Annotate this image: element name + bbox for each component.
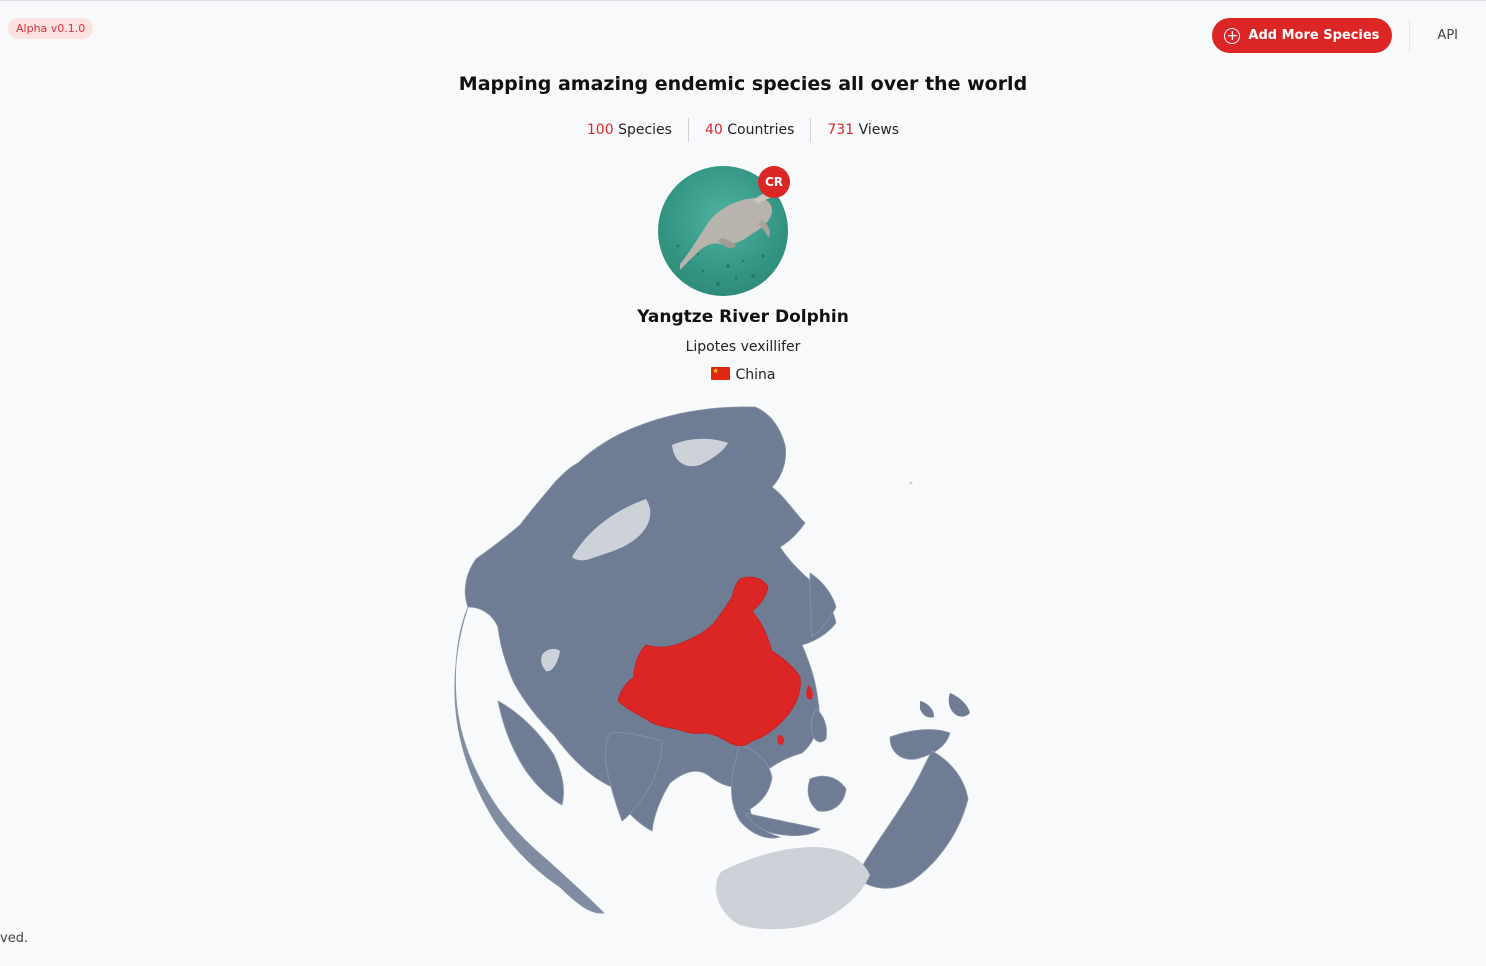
stat-species-value: 100 [586, 122, 614, 138]
header-divider [1409, 18, 1411, 53]
footer-text: ved. [0, 931, 29, 946]
map-landmass-indonesia[interactable] [745, 812, 821, 837]
world-globe-map[interactable] [450, 401, 995, 936]
stat-views-label: Views [858, 122, 900, 138]
plus-circle-icon: + [1224, 27, 1241, 44]
stat-countries: 40 Countries [687, 118, 810, 142]
species-country: China [0, 367, 1486, 383]
map-landmass-southeast-asia[interactable] [731, 744, 782, 839]
stat-species-label: Species [618, 122, 672, 138]
add-more-species-label: Add More Species [1248, 28, 1380, 43]
stats-bar: 100 Species 40 Countries 731 Views [0, 118, 1486, 142]
version-badge: Alpha v0.1.0 [8, 18, 94, 39]
stat-species: 100 Species [571, 118, 688, 142]
stat-countries-label: Countries [727, 122, 795, 138]
map-landmass-philippines[interactable] [810, 708, 827, 743]
map-country-taiwan[interactable] [806, 685, 813, 700]
map-landmass-arabia[interactable] [497, 700, 564, 806]
map-landmass-india[interactable] [604, 732, 663, 822]
china-flag-icon [710, 367, 730, 380]
map-country-hainan[interactable] [777, 735, 785, 745]
dolphin-illustration [676, 193, 774, 286]
species-country-label: China [735, 367, 776, 383]
api-link[interactable]: API [1437, 28, 1458, 43]
stat-countries-value: 40 [704, 122, 723, 138]
species-common-name: Yangtze River Dolphin [637, 307, 849, 327]
map-landmass-islands-east[interactable] [948, 693, 970, 717]
conservation-status-badge: CR [758, 166, 790, 198]
map-landmass-japan[interactable] [809, 572, 837, 638]
map-speck [909, 481, 913, 485]
map-country-china[interactable] [617, 576, 801, 747]
map-landmass-islands-east-2[interactable] [920, 701, 934, 718]
map-landmass-west[interactable] [454, 606, 605, 914]
map-landmass-new-guinea[interactable] [889, 729, 951, 760]
top-actions: + Add More Species API [1212, 18, 1458, 53]
species-card[interactable]: CR [658, 166, 790, 296]
stat-views-value: 731 [827, 122, 855, 138]
species-scientific-name: Lipotes vexillifer [685, 339, 801, 355]
map-landmass-north-light-2[interactable] [572, 499, 651, 561]
map-landmass-north-light[interactable] [672, 438, 728, 467]
map-landmass-australia-west[interactable] [716, 847, 870, 930]
map-landmass-australia-east[interactable] [855, 750, 969, 889]
stat-views: 731 Views [810, 118, 915, 142]
map-landmass-borneo[interactable] [807, 775, 847, 812]
map-landmass-central-light[interactable] [541, 648, 560, 672]
add-more-species-button[interactable]: + Add More Species [1212, 18, 1393, 53]
page-headline: Mapping amazing endemic species all over… [458, 73, 1028, 95]
